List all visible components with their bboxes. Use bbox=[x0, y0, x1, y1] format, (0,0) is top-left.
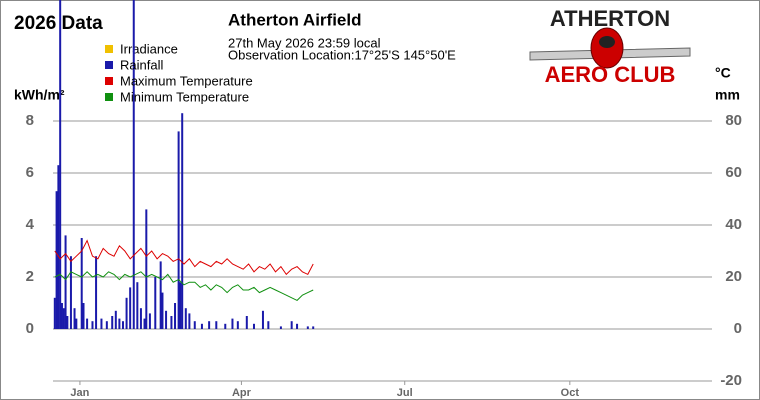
rain-bar bbox=[208, 321, 211, 329]
y2-tick-label: 40 bbox=[725, 216, 742, 233]
rain-bar bbox=[64, 235, 67, 329]
x-tick-label: Oct bbox=[561, 387, 580, 399]
rain-bar bbox=[252, 323, 255, 329]
y-tick-label: 0 bbox=[26, 320, 34, 337]
rain-bar bbox=[91, 321, 94, 329]
rain-bar bbox=[55, 191, 58, 329]
rain-bar bbox=[82, 303, 85, 329]
chart-subtitle: Atherton Airfield bbox=[228, 10, 361, 29]
y-axis-label: kWh/m² bbox=[14, 87, 65, 103]
rain-bar bbox=[139, 308, 142, 329]
rain-bar bbox=[161, 292, 164, 329]
rain-bar bbox=[95, 256, 98, 329]
chart-title: 2026 Data bbox=[14, 13, 103, 34]
rain-bar bbox=[59, 0, 62, 329]
legend-label: Irradiance bbox=[120, 41, 178, 56]
rain-bar bbox=[261, 310, 264, 329]
rain-bar bbox=[312, 326, 315, 329]
date-line: 27th May 2026 23:59 local bbox=[228, 35, 381, 50]
rain-bar bbox=[53, 297, 56, 329]
legend-label: Minimum Temperature bbox=[120, 89, 249, 104]
rain-bar bbox=[181, 113, 184, 329]
rain-bar bbox=[129, 287, 132, 329]
y2-axis-label: °C bbox=[715, 65, 731, 81]
x-tick-label: Apr bbox=[232, 387, 252, 399]
rain-bar bbox=[66, 316, 69, 329]
rain-bar bbox=[86, 318, 89, 329]
rain-bar bbox=[143, 318, 146, 329]
legend-swatch bbox=[105, 93, 113, 101]
logo-top: ATHERTON bbox=[550, 6, 670, 31]
rain-bar bbox=[57, 165, 60, 329]
legend-swatch bbox=[105, 77, 113, 85]
rain-bar bbox=[179, 282, 182, 329]
rain-bar bbox=[193, 321, 196, 329]
rain-bar bbox=[215, 321, 218, 329]
temperature-line bbox=[54, 239, 314, 276]
logo-bottom: AERO CLUB bbox=[545, 62, 676, 87]
rain-bar bbox=[125, 297, 128, 329]
legend-label: Rainfall bbox=[120, 57, 163, 72]
legend-swatch bbox=[105, 61, 113, 69]
rain-bar bbox=[132, 0, 135, 329]
rain-bar bbox=[80, 238, 83, 329]
rain-bar bbox=[174, 303, 177, 329]
rain-bar bbox=[136, 282, 139, 329]
rain-bar bbox=[159, 261, 162, 329]
legend-label: Maximum Temperature bbox=[120, 73, 253, 88]
x-tick-label: Jan bbox=[70, 387, 89, 399]
rain-bar bbox=[100, 318, 103, 329]
y2-tick-label: 60 bbox=[725, 164, 742, 181]
rain-bar bbox=[165, 310, 168, 329]
x-tick-label: Jul bbox=[397, 387, 413, 399]
rain-bar bbox=[306, 326, 309, 329]
y2-tick-label: 20 bbox=[725, 268, 742, 285]
y-tick-label: 2 bbox=[26, 268, 34, 285]
y-tick-label: 8 bbox=[26, 112, 34, 129]
y-tick-label: 6 bbox=[26, 164, 34, 181]
legend-swatch bbox=[105, 45, 113, 53]
rain-bar bbox=[148, 313, 151, 329]
rain-bar bbox=[231, 318, 234, 329]
rain-bar bbox=[184, 308, 187, 329]
rain-bar bbox=[170, 316, 173, 329]
rain-bar bbox=[62, 308, 65, 329]
rain-bar bbox=[145, 209, 148, 329]
y2-tick-label: 0 bbox=[734, 320, 742, 337]
location-line: Observation Location:17°25'S 145°50'E bbox=[228, 47, 456, 62]
rain-bar bbox=[118, 318, 121, 329]
rain-bar bbox=[121, 321, 124, 329]
rain-bar bbox=[154, 277, 157, 329]
rain-bar bbox=[114, 310, 117, 329]
y-tick-label: 4 bbox=[26, 216, 35, 233]
rain-bar bbox=[224, 323, 227, 329]
rain-bar bbox=[267, 321, 270, 329]
rain-bar bbox=[236, 321, 239, 329]
rain-bar bbox=[60, 303, 63, 329]
y2-tick-label: 80 bbox=[725, 112, 742, 129]
rain-bar bbox=[75, 318, 78, 329]
logo: ATHERTON AERO CLUB bbox=[529, 6, 691, 87]
rain-bar bbox=[188, 313, 191, 329]
y2-axis-label: mm bbox=[715, 87, 740, 103]
y2-tick-label: -20 bbox=[720, 372, 742, 389]
rain-bar bbox=[245, 316, 248, 329]
rain-bar bbox=[105, 321, 108, 329]
rain-bar bbox=[200, 323, 203, 329]
rain-bar bbox=[290, 321, 293, 329]
rain-bar bbox=[73, 308, 76, 329]
rain-bar bbox=[111, 316, 114, 329]
rain-bar bbox=[69, 256, 72, 329]
rain-bar bbox=[279, 326, 282, 329]
rain-bar bbox=[177, 131, 180, 329]
rain-bar bbox=[296, 323, 299, 329]
temperature-line bbox=[54, 271, 314, 302]
